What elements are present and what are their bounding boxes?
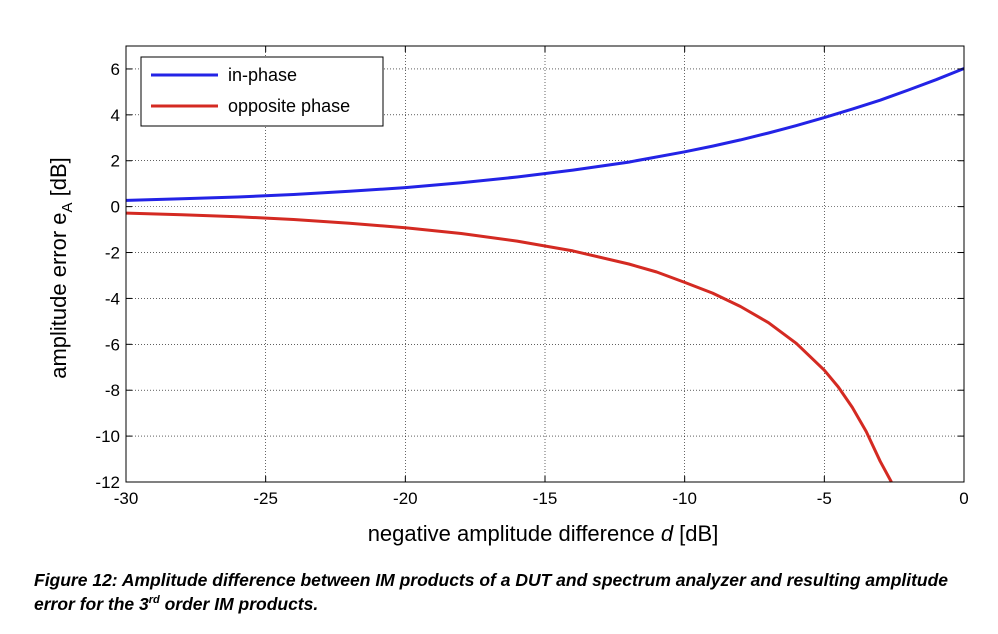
y-axis-label: amplitude error eA [dB] bbox=[46, 157, 76, 379]
y-tick-label: -6 bbox=[105, 335, 120, 354]
x-tick-label: -15 bbox=[533, 489, 558, 508]
series-line-in-phase bbox=[125, 67, 965, 202]
legend: in-phase opposite phase bbox=[140, 56, 384, 127]
figure-caption: Figure 12: Amplitude difference between … bbox=[34, 570, 949, 614]
y-tick-label: 6 bbox=[111, 60, 120, 79]
x-axis-label: negative amplitude difference d [dB] bbox=[368, 521, 719, 546]
x-tick-label: -30 bbox=[114, 489, 139, 508]
x-tick-label: -25 bbox=[253, 489, 278, 508]
y-tick-label: -10 bbox=[95, 427, 120, 446]
legend-label-opposite-phase: opposite phase bbox=[228, 96, 350, 116]
y-tick-label: -2 bbox=[105, 244, 120, 263]
x-tick-label: -5 bbox=[817, 489, 832, 508]
y-tick-label: -4 bbox=[105, 289, 120, 308]
series-line-opposite-phase bbox=[125, 211, 893, 483]
x-tick-label: -20 bbox=[393, 489, 418, 508]
x-tick-label: -10 bbox=[672, 489, 697, 508]
y-tick-label: -12 bbox=[95, 473, 120, 492]
y-tick-label: 0 bbox=[111, 198, 120, 217]
y-tick-label: 4 bbox=[111, 106, 120, 125]
y-tick-label: -8 bbox=[105, 381, 120, 400]
series-lines bbox=[125, 67, 965, 483]
legend-label-in-phase: in-phase bbox=[228, 65, 297, 85]
x-tick-label: 0 bbox=[959, 489, 968, 508]
y-tick-label: 2 bbox=[111, 152, 120, 171]
legend-box bbox=[140, 56, 384, 127]
